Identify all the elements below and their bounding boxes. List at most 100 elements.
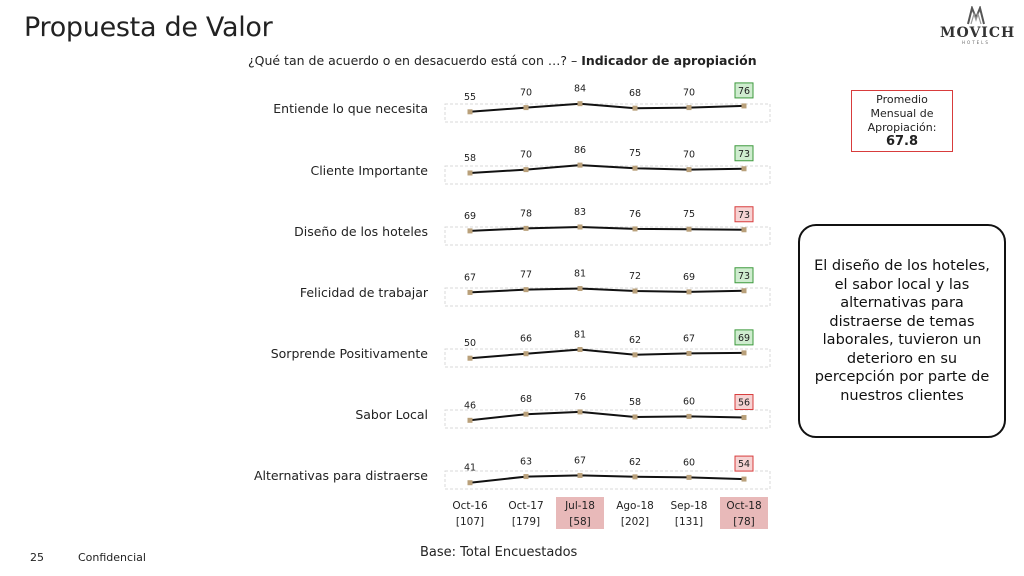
data-point (741, 227, 747, 233)
data-point (686, 226, 692, 232)
data-label: 46 (464, 400, 476, 411)
data-point (686, 474, 692, 480)
data-label: 66 (520, 334, 532, 345)
x-tick-label: Oct-16 (452, 500, 488, 512)
data-point (741, 415, 747, 421)
data-label: 68 (629, 88, 641, 99)
series-line (469, 102, 745, 113)
series-line (469, 474, 745, 484)
data-point (467, 355, 473, 361)
series-label: Felicidad de trabajar (300, 285, 429, 300)
trend-box (734, 206, 754, 223)
data-point (632, 105, 638, 111)
question-bold: Indicador de apropiación (581, 53, 757, 68)
data-label: 55 (464, 92, 476, 103)
base-count-label: [179] (512, 516, 540, 528)
data-point (523, 474, 529, 480)
data-point (577, 347, 583, 353)
data-point (523, 167, 529, 173)
data-label: 67 (683, 333, 695, 344)
question-text: ¿Qué tan de acuerdo o en desacuerdo está… (248, 53, 757, 68)
reference-box (444, 103, 771, 123)
data-label: 69 (683, 272, 695, 283)
data-point (632, 414, 638, 420)
reference-box (444, 348, 771, 368)
data-point (686, 105, 692, 111)
data-label: 56 (738, 398, 750, 409)
series-line (469, 348, 745, 360)
reference-box (444, 470, 771, 490)
reference-box (444, 409, 771, 429)
data-label: 58 (629, 397, 641, 408)
data-label: 58 (464, 153, 476, 164)
base-count-label: [78] (733, 516, 755, 528)
logo-mark-icon (967, 6, 985, 25)
data-point (467, 289, 473, 295)
callout-box: El diseño de los hoteles, el sabor local… (798, 224, 1006, 438)
logo-word: MOVICH (940, 25, 1016, 41)
series-line (469, 410, 745, 422)
series-label: Sorprende Positivamente (271, 346, 429, 361)
data-label: 76 (738, 86, 750, 97)
promedio-value: 67.8 (885, 134, 919, 149)
data-point (577, 224, 583, 230)
data-point (523, 225, 529, 231)
data-point (523, 105, 529, 111)
data-label: 41 (464, 463, 476, 474)
data-label: 72 (629, 271, 641, 282)
trend-box (734, 455, 754, 472)
base-count-label: [107] (456, 516, 484, 528)
data-point (741, 166, 747, 172)
series-label: Cliente Importante (310, 163, 428, 178)
movich-logo: MOVICH HOTELS (940, 6, 1016, 46)
data-label: 73 (738, 271, 750, 282)
question-main: ¿Qué tan de acuerdo o en desacuerdo está… (248, 53, 582, 68)
data-label: 50 (464, 338, 476, 349)
series-label: Diseño de los hoteles (294, 224, 428, 239)
data-label: 60 (683, 396, 695, 407)
series-label: Sabor Local (355, 407, 428, 422)
data-label: 69 (464, 211, 476, 222)
data-point (577, 286, 583, 292)
data-point (577, 101, 583, 107)
trend-box (734, 267, 754, 284)
base-label: Base: Total Encuestados (420, 545, 578, 560)
data-point (632, 165, 638, 171)
trend-box (734, 145, 754, 162)
data-label: 62 (629, 335, 641, 346)
data-point (523, 411, 529, 417)
data-point (523, 351, 529, 357)
page-title: Propuesta de Valor (24, 12, 273, 43)
data-point (632, 352, 638, 358)
series-label: Entiende lo que necesita (273, 101, 428, 116)
confidential-label: Confidencial (78, 551, 146, 564)
data-label: 70 (683, 88, 695, 99)
reference-box (444, 287, 771, 307)
data-label: 84 (574, 84, 586, 95)
data-label: 67 (464, 272, 476, 283)
data-point (632, 474, 638, 480)
data-point (523, 287, 529, 293)
data-label: 70 (520, 88, 532, 99)
data-label: 81 (574, 330, 586, 341)
x-tick-label: Ago-18 (616, 500, 654, 512)
series-line (469, 164, 745, 174)
data-label: 75 (629, 148, 641, 159)
data-label: 62 (629, 457, 641, 468)
x-tick-label: Oct-18 (726, 500, 761, 512)
data-point (686, 350, 692, 356)
data-label: 81 (574, 269, 586, 280)
data-point (741, 103, 747, 109)
x-tick-label: Sep-18 (671, 500, 708, 512)
base-count-label: [58] (569, 516, 591, 528)
data-label: 60 (683, 457, 695, 468)
data-point (741, 476, 747, 482)
data-label: 54 (738, 459, 750, 470)
data-point (741, 350, 747, 356)
trend-box (734, 394, 754, 411)
data-label: 70 (520, 150, 532, 161)
data-point (577, 472, 583, 478)
x-tick-label: Jul-18 (564, 500, 595, 512)
data-point (686, 413, 692, 419)
